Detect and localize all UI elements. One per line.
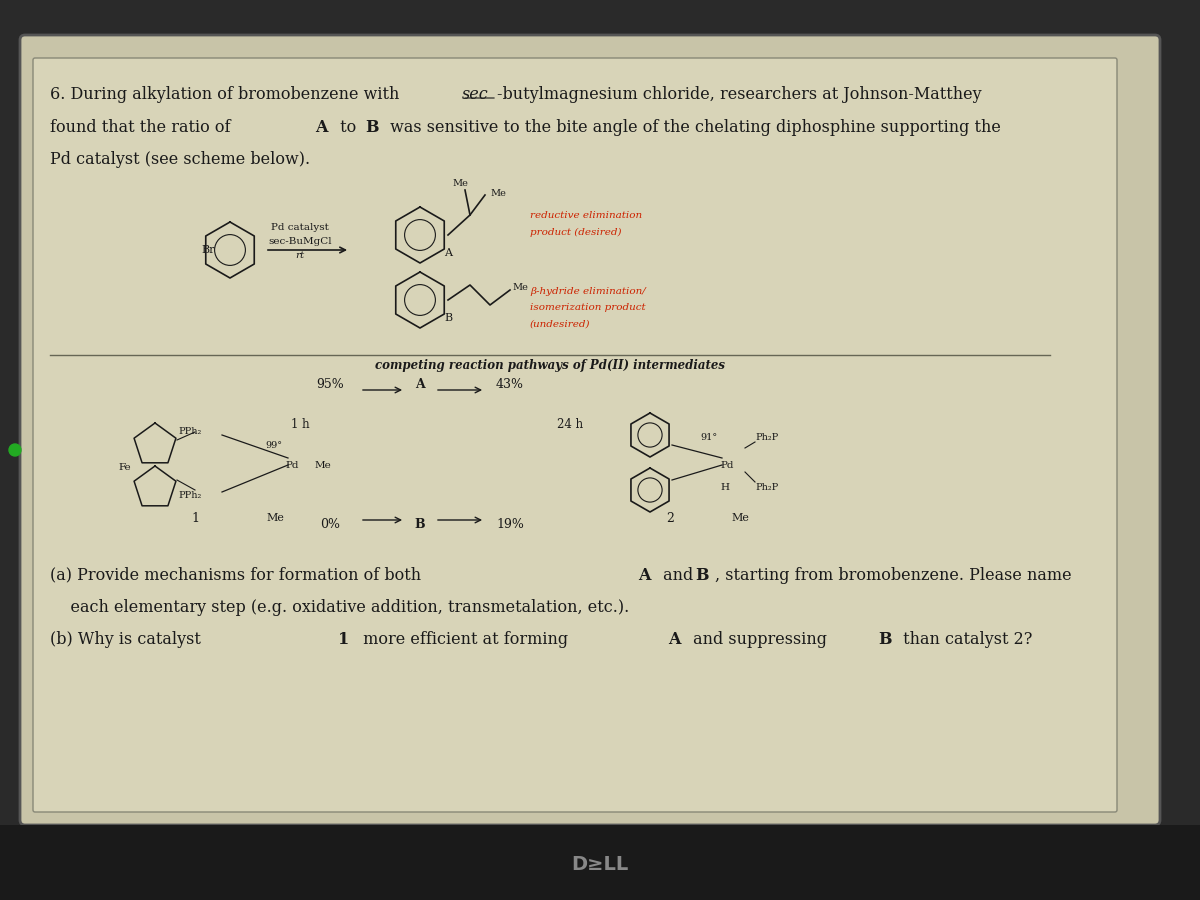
Text: Me: Me <box>452 179 468 188</box>
Text: Br: Br <box>202 245 215 255</box>
Text: D≥LL: D≥LL <box>571 856 629 875</box>
Text: A: A <box>314 120 328 137</box>
Text: B: B <box>365 120 378 137</box>
Text: Me: Me <box>512 284 528 292</box>
Text: (b) Why is catalyst: (b) Why is catalyst <box>50 631 206 647</box>
Text: Pd catalyst: Pd catalyst <box>271 223 329 232</box>
Text: β-hydride elimination/: β-hydride elimination/ <box>530 287 646 296</box>
Text: found that the ratio of: found that the ratio of <box>50 120 235 137</box>
Text: 99°: 99° <box>265 440 282 449</box>
Text: PPh₂: PPh₂ <box>178 428 202 436</box>
Text: sec-BuMgCl: sec-BuMgCl <box>268 238 332 247</box>
Text: competing reaction pathways of Pd(II) intermediates: competing reaction pathways of Pd(II) in… <box>374 358 725 372</box>
Text: Me: Me <box>266 513 284 523</box>
Text: H: H <box>720 483 730 492</box>
Text: each elementary step (e.g. oxidative addition, transmetalation, etc.).: each elementary step (e.g. oxidative add… <box>50 598 629 616</box>
Text: PPh₂: PPh₂ <box>178 491 202 500</box>
Text: A: A <box>415 379 425 392</box>
Text: B: B <box>878 631 892 647</box>
Text: Pd: Pd <box>720 461 733 470</box>
Text: Ph₂P: Ph₂P <box>755 434 779 443</box>
Text: B: B <box>695 566 708 583</box>
Text: A: A <box>444 248 452 258</box>
FancyBboxPatch shape <box>0 825 1200 900</box>
Text: 95%: 95% <box>316 379 344 392</box>
FancyBboxPatch shape <box>32 58 1117 812</box>
Text: 2: 2 <box>666 511 674 525</box>
Text: A: A <box>668 631 680 647</box>
Text: Fe: Fe <box>119 463 131 472</box>
Circle shape <box>10 444 22 456</box>
Text: more efficient at forming: more efficient at forming <box>358 631 574 647</box>
Text: (a) Provide mechanisms for formation of both: (a) Provide mechanisms for formation of … <box>50 566 426 583</box>
Text: , starting from bromobenzene. Please name: , starting from bromobenzene. Please nam… <box>715 566 1072 583</box>
Text: B: B <box>415 518 425 532</box>
Text: Ph₂P: Ph₂P <box>755 483 779 492</box>
Text: reductive elimination: reductive elimination <box>530 211 642 220</box>
Text: Pd catalyst (see scheme below).: Pd catalyst (see scheme below). <box>50 151 310 168</box>
Text: 1: 1 <box>191 511 199 525</box>
Text: than catalyst 2?: than catalyst 2? <box>898 631 1032 647</box>
Text: 24 h: 24 h <box>557 418 583 431</box>
Text: -butylmagnesium chloride, researchers at Johnson-Matthey: -butylmagnesium chloride, researchers at… <box>497 86 982 104</box>
Text: B: B <box>444 313 452 323</box>
Text: was sensitive to the bite angle of the chelating diphosphine supporting the: was sensitive to the bite angle of the c… <box>385 120 1001 137</box>
Text: 43%: 43% <box>496 379 524 392</box>
Text: Me: Me <box>490 188 506 197</box>
FancyBboxPatch shape <box>20 35 1160 825</box>
Text: rt: rt <box>295 251 305 260</box>
Text: 1 h: 1 h <box>290 418 310 431</box>
Text: Me: Me <box>731 513 749 523</box>
Text: 0%: 0% <box>320 518 340 532</box>
Text: Pd: Pd <box>286 461 299 470</box>
Text: isomerization product: isomerization product <box>530 303 646 312</box>
Text: sec: sec <box>462 86 488 104</box>
Text: 19%: 19% <box>496 518 524 532</box>
Text: 91°: 91° <box>700 434 718 443</box>
Text: to: to <box>335 120 361 137</box>
Text: (undesired): (undesired) <box>530 320 590 328</box>
Text: and suppressing: and suppressing <box>688 631 832 647</box>
Text: 1: 1 <box>338 631 349 647</box>
Text: and: and <box>658 566 698 583</box>
Text: product (desired): product (desired) <box>530 228 622 237</box>
Text: A: A <box>638 566 650 583</box>
Text: 6. During alkylation of bromobenzene with: 6. During alkylation of bromobenzene wit… <box>50 86 404 104</box>
Text: Me: Me <box>314 461 331 470</box>
